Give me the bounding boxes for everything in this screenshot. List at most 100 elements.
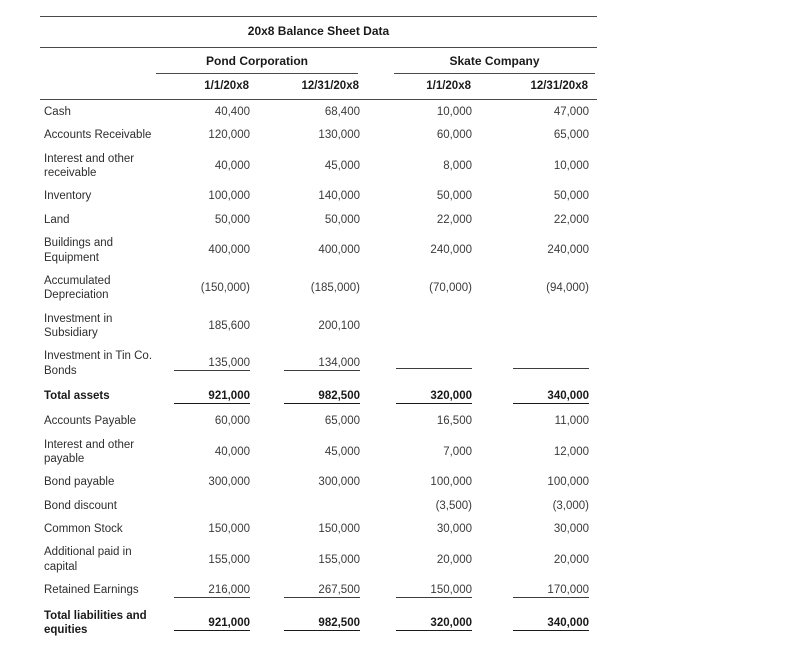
table-row: Interest and other receivable 40,000 45,00…: [40, 147, 597, 185]
cell-value: 10,000: [553, 159, 589, 172]
cell-value: 100,000: [208, 190, 250, 203]
table-row: Buildings and Equipment 400,000 400,000 240…: [40, 232, 597, 270]
row-label: Total liabilities and equities: [44, 609, 147, 636]
column-header-skate-begin: 1/1/20x8: [368, 74, 480, 101]
table-row: Interest and other payable 40,000 45,000 7,…: [40, 433, 597, 471]
cell-value: 982,500: [258, 383, 368, 410]
cell-value: 30,000: [436, 523, 472, 535]
row-label: Total assets: [44, 389, 110, 402]
cell-value: (150,000): [200, 282, 250, 295]
cell-value: 150,000: [368, 579, 480, 603]
cell-value: 300,000: [208, 476, 250, 489]
cell-value: 20,000: [553, 553, 589, 566]
cell-value: 22,000: [553, 213, 589, 226]
table-row: Accounts Payable 60,000 65,000 16,500 11,000: [40, 410, 597, 433]
table-row: Investment in Subsidiary 185,600 200,100: [40, 307, 597, 345]
cell-value: 240,000: [547, 244, 589, 257]
cell-value: 30,000: [553, 523, 589, 535]
cell-value: 400,000: [208, 244, 250, 257]
cell-value: 60,000: [214, 415, 250, 428]
cell-value: 134,000: [258, 345, 368, 383]
row-label: Land: [44, 213, 70, 226]
cell-value: [368, 307, 480, 345]
column-group-row: Pond Corporation Skate Company: [40, 48, 597, 75]
row-label: Accumulated Depreciation: [44, 274, 111, 302]
cell-value: 50,000: [436, 190, 472, 203]
cell-value: 40,000: [214, 159, 250, 172]
cell-value: [480, 307, 597, 345]
row-label: Retained Earnings: [44, 584, 139, 597]
cell-value: 982,500: [258, 603, 368, 644]
cell-value: 155,000: [208, 553, 250, 566]
title-row: 20x8 Balance Sheet Data: [40, 16, 597, 48]
cell-value: 40,400: [214, 105, 250, 118]
cell-value: 155,000: [318, 553, 360, 566]
cell-value: 22,000: [436, 213, 472, 226]
cell-value: 130,000: [318, 129, 360, 142]
cell-value: 216,000: [156, 579, 258, 603]
table-body: Cash 40,400 68,400 10,000 47,000 Accounts Rec…: [40, 100, 597, 644]
column-group-skate-label: Skate Company: [394, 54, 595, 74]
table-row: Land 50,000 50,000 22,000 22,000: [40, 208, 597, 231]
cell-value: 921,000: [156, 383, 258, 410]
cell-value: 50,000: [214, 213, 250, 226]
cell-value: (70,000): [429, 282, 472, 295]
cell-value: 12,000: [553, 445, 589, 458]
cell-value: 150,000: [208, 523, 250, 535]
cell-value: 200,100: [318, 319, 360, 332]
cell-value: (3,500): [435, 499, 472, 512]
table-row: Retained Earnings 216,000 267,500 150,000 17…: [40, 579, 597, 603]
corner-cell: [40, 74, 156, 101]
cell-value: 65,000: [553, 129, 589, 142]
cell-value: 11,000: [554, 415, 589, 428]
cell-value: 45,000: [324, 159, 360, 172]
column-header-skate-end: 12/31/20x8: [480, 74, 597, 101]
column-group-pond: Pond Corporation: [156, 48, 368, 74]
cell-value: 320,000: [368, 603, 480, 644]
table-title: 20x8 Balance Sheet Data: [40, 16, 597, 48]
cell-value: 100,000: [430, 476, 472, 489]
cell-value: 400,000: [318, 244, 360, 257]
column-header-pond-begin: 1/1/20x8: [156, 74, 258, 101]
cell-value: 185,600: [208, 319, 250, 332]
cell-value: 267,500: [258, 579, 368, 603]
cell-value: 50,000: [553, 190, 589, 203]
row-label: Cash: [44, 105, 71, 118]
row-label: Interest and other payable: [44, 438, 135, 465]
cell-value: 240,000: [430, 244, 472, 257]
row-label: Investment in Subsidiary: [44, 312, 113, 339]
cell-value: 68,400: [324, 105, 360, 118]
cell-value: [258, 494, 368, 517]
cell-value: 140,000: [318, 190, 360, 203]
cell-value: 60,000: [436, 129, 472, 142]
cell-value: 8,000: [443, 159, 472, 172]
row-label: Bond payable: [44, 476, 115, 489]
corner-cell: [40, 48, 156, 75]
row-label: Accounts Receivable: [44, 129, 152, 142]
cell-value: 20,000: [436, 553, 472, 566]
table-row: Additional paid in capital 155,000 155,000…: [40, 541, 597, 579]
cell-value: [368, 345, 480, 383]
cell-value: 300,000: [318, 476, 360, 489]
cell-value: 340,000: [480, 603, 597, 644]
row-label: Additional paid in capital: [44, 546, 132, 573]
table-row: Bond discount (3,500) (3,000): [40, 494, 597, 517]
cell-value: 170,000: [480, 579, 597, 603]
cell-value: 135,000: [156, 345, 258, 383]
row-label: Bond discount: [44, 499, 117, 512]
row-label: Interest and other receivable: [44, 152, 135, 179]
column-header-pond-end: 12/31/20x8: [258, 74, 368, 101]
table-row: Bond payable 300,000 300,000 100,000 100,000: [40, 471, 597, 494]
row-label: Inventory: [44, 190, 92, 203]
column-group-skate: Skate Company: [368, 48, 597, 74]
cell-value: (185,000): [310, 282, 360, 295]
cell-value: 340,000: [480, 383, 597, 410]
table-row: Investment in Tin Co. Bonds 135,000 134,00…: [40, 345, 597, 383]
cell-value: 921,000: [156, 603, 258, 644]
cell-value: 40,000: [214, 445, 250, 458]
cell-value: 50,000: [324, 213, 360, 226]
row-label: Buildings and Equipment: [44, 237, 114, 264]
balance-sheet-table: 20x8 Balance Sheet Data Pond Corporation…: [40, 16, 597, 643]
cell-value: 45,000: [324, 445, 360, 458]
cell-value: 65,000: [324, 415, 360, 428]
